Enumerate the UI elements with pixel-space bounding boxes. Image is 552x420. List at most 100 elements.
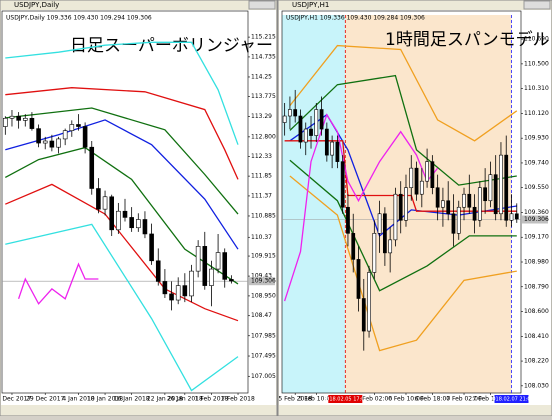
candle-body [361, 298, 366, 332]
band-line [5, 119, 239, 250]
last-price-box [522, 215, 548, 224]
candle-body [414, 167, 419, 195]
y-tick-label: 114.25 [251, 73, 272, 80]
candle-body [330, 141, 335, 156]
h1-window: USDJPY,H1 USDJPY,H1 109.336 109.430 109.… [277, 0, 552, 417]
candle-body [96, 188, 101, 210]
y-tick-label: 108.47 [251, 312, 272, 319]
y-tick-label: 108.980 [524, 259, 549, 266]
candle-body [49, 140, 55, 148]
candle-body [477, 187, 482, 221]
candle-body [499, 154, 503, 215]
candle-body [409, 167, 414, 189]
x-tick-label: 4 Jan 2018 [62, 396, 94, 403]
y-tick-label: 113.775 [251, 93, 276, 100]
chart-info: USDJPY,H1 109.336 109.430 109.284 109.30… [286, 15, 425, 22]
x-tick-label: 5 Feb 2018 [278, 396, 312, 403]
y-tick-label: 114.735 [251, 53, 276, 60]
candle-body [3, 117, 8, 127]
window-buttons[interactable] [248, 0, 276, 10]
candle-body [22, 117, 28, 121]
x-tick-label: 16 Jan 2018 [114, 396, 150, 403]
band-line [5, 223, 239, 392]
band-line [5, 87, 239, 180]
candle-body [314, 109, 319, 136]
band-line [289, 74, 517, 186]
marker-box [328, 395, 363, 403]
candle-body [298, 115, 303, 143]
y-tick-label: 107.985 [251, 332, 276, 339]
candle-body [189, 270, 194, 297]
candle-body [122, 210, 128, 218]
candle-body [56, 138, 61, 148]
candle-body [82, 126, 88, 148]
last-price-box [249, 277, 275, 286]
band-line [4, 146, 239, 285]
band-line [5, 41, 239, 145]
candle-body [155, 260, 161, 282]
candle-body [441, 200, 445, 208]
window-buttons[interactable] [523, 0, 551, 10]
candle-body [29, 117, 35, 129]
candle-body [388, 239, 393, 254]
band-line [5, 107, 239, 215]
candle-body [346, 206, 350, 234]
candle-body [229, 279, 234, 282]
plot-border [281, 10, 522, 394]
x-tick-label: 7 Feb 10:00 [473, 396, 509, 403]
y-tick-label: 108.600 [524, 308, 549, 315]
y-tick-label: 109.740 [524, 159, 549, 166]
band-line [17, 262, 99, 305]
cloud-shade [345, 15, 512, 393]
cloud-shade [282, 15, 346, 393]
y-tick-label: 109.930 [524, 135, 549, 142]
band-line [289, 175, 517, 352]
candle-body [319, 109, 324, 130]
candle-body [282, 115, 287, 123]
y-tick-label: 109.550 [524, 184, 549, 191]
x-tick-label: 6 Feb 18:00 [415, 396, 451, 403]
y-tick-label: 110.120 [524, 110, 549, 117]
candle-body [351, 233, 356, 260]
window-title: USDJPY,Daily [14, 1, 59, 9]
y-tick-label: 110.37 [251, 234, 272, 241]
candle-body [16, 115, 21, 121]
x-tick-label: 10 Jan 2018 [87, 396, 123, 403]
candle-body [435, 187, 440, 208]
candle-body [69, 124, 75, 131]
candle-body [36, 128, 41, 144]
candle-body [202, 246, 208, 286]
candle-body [504, 154, 509, 221]
candle-body [76, 124, 81, 127]
candle-body [377, 213, 382, 234]
y-tick-label: 108.410 [524, 333, 549, 340]
candle-body [182, 285, 188, 297]
candle-body [456, 206, 461, 234]
candle-body [303, 128, 308, 143]
candle-body [483, 187, 488, 202]
y-tick-label: 111.85 [251, 173, 272, 180]
candle-body [419, 180, 424, 195]
y-tick-label: 108.950 [251, 292, 276, 299]
candle-body [109, 196, 114, 231]
y-tick-label: 110.310 [524, 85, 549, 92]
candle-body [340, 161, 345, 208]
candle-body [509, 213, 514, 221]
x-tick-label: 7 Feb 02:00 [446, 396, 482, 403]
candle-body [129, 217, 134, 229]
last-price-label: 109.306 [251, 278, 276, 285]
band-line [283, 113, 439, 302]
band-line [289, 44, 518, 142]
y-tick-label: 107.005 [251, 373, 276, 380]
band-line [284, 140, 517, 212]
y-tick-label: 109.360 [524, 209, 549, 216]
candle-body [309, 128, 313, 136]
chart-bg [1, 10, 276, 405]
candle-body [451, 213, 456, 234]
candle-body [149, 233, 154, 262]
x-tick-label: 6 Feb 10:00 [388, 396, 424, 403]
candle-body [425, 161, 429, 182]
y-tick-label: 112.800 [251, 133, 276, 140]
candle-body [324, 128, 329, 156]
